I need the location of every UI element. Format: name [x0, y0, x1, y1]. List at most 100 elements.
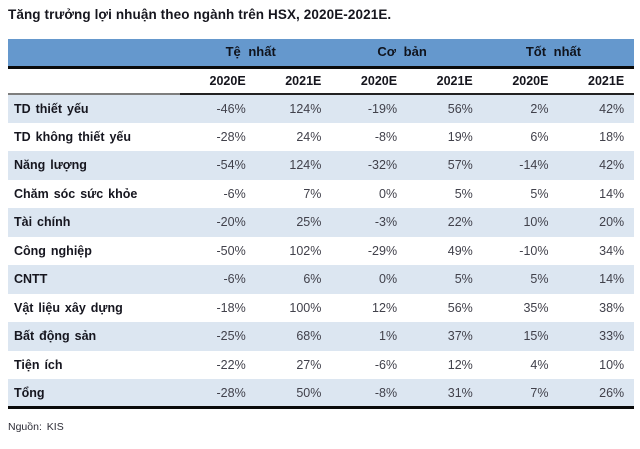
cell-value: 22%: [407, 208, 483, 237]
cell-value: 33%: [558, 322, 635, 351]
cell-value: 49%: [447, 243, 473, 258]
cell-value: -6%: [374, 357, 398, 372]
row-label: Công nghiệp: [14, 243, 92, 258]
cell-value: -28%: [180, 379, 256, 409]
group-header-worst: Tệ nhất: [180, 39, 332, 69]
cell-value: -50%: [216, 243, 246, 258]
report-figure: Tăng trưởng lợi nhuận theo ngành trên HS…: [8, 7, 635, 433]
cell-value: 5%: [530, 186, 549, 201]
table-row: Tiện ích -22% 27% -6% 12% 4% 10%: [8, 351, 634, 380]
cell-value: 100%: [289, 300, 322, 315]
cell-value: 37%: [407, 322, 483, 351]
corner-cell: [8, 39, 180, 69]
row-label: Tài chính: [8, 208, 180, 237]
row-label: Vật liệu xây dựng: [14, 300, 123, 315]
cell-value: 15%: [482, 322, 559, 351]
cell-value: -22%: [216, 357, 246, 372]
cell-value: -28%: [216, 129, 246, 144]
cell-value: 12%: [447, 357, 473, 372]
year-header: 2021E: [558, 67, 635, 95]
cell-value: 4%: [530, 357, 549, 372]
year-header-row: 2020E 2021E 2020E 2021E 2020E 2021E: [8, 67, 635, 95]
cell-value: 27%: [296, 357, 322, 372]
table-row: Vật liệu xây dựng -18% 100% 12% 56% 35% 38%: [8, 294, 634, 323]
cell-value: -46%: [180, 94, 256, 123]
cell-value: 68%: [255, 322, 332, 351]
cell-value: 10%: [599, 357, 625, 372]
year-header: 2020E: [331, 67, 408, 95]
table-row: Tổng -28% 50% -8% 31% 7% 26%: [8, 379, 635, 409]
cell-value: 102%: [289, 243, 322, 258]
table-row: Tài chính -20% 25% -3% 22% 10% 20%: [8, 208, 635, 237]
cell-value: 7%: [303, 186, 322, 201]
year-header: 2021E: [255, 67, 332, 95]
year-header: 2020E: [180, 67, 256, 95]
row-label: Tổng: [8, 379, 180, 409]
cell-value: 5%: [454, 186, 473, 201]
table-row: Chăm sóc sức khỏe -6% 7% 0% 5% 5% 14%: [8, 180, 634, 209]
table-row: Bất động sản -25% 68% 1% 37% 15% 33%: [8, 322, 635, 351]
cell-value: 38%: [599, 300, 625, 315]
group-header-label: Tốt nhất: [525, 44, 582, 60]
cell-value: 56%: [447, 300, 473, 315]
cell-value: 42%: [558, 151, 635, 180]
cell-value: -3%: [331, 208, 408, 237]
cell-value: -18%: [216, 300, 246, 315]
cell-value: 5%: [482, 265, 559, 294]
row-label: Tiện ích: [14, 357, 63, 372]
cell-value: -8%: [331, 379, 408, 409]
corner-cell: [8, 67, 180, 95]
scenario-group-row: Tệ nhất Cơ bản Tốt nhất: [8, 39, 635, 69]
page-title: Tăng trưởng lợi nhuận theo ngành trên HS…: [8, 7, 392, 22]
cell-value: 25%: [255, 208, 332, 237]
cell-value: 19%: [447, 129, 473, 144]
cell-value: 34%: [599, 243, 625, 258]
cell-value: 10%: [482, 208, 559, 237]
row-label: CNTT: [8, 265, 180, 294]
cell-value: 24%: [296, 129, 322, 144]
cell-value: -20%: [180, 208, 256, 237]
cell-value: 35%: [523, 300, 549, 315]
cell-value: -6%: [223, 186, 246, 201]
cell-value: 20%: [558, 208, 635, 237]
cell-value: -32%: [331, 151, 408, 180]
table-row: Năng lượng -54% 124% -32% 57% -14% 42%: [8, 151, 635, 180]
cell-value: -8%: [374, 129, 398, 144]
cell-value: 26%: [558, 379, 635, 409]
cell-value: 14%: [599, 186, 625, 201]
cell-value: 0%: [379, 186, 398, 201]
table-row: CNTT -6% 6% 0% 5% 5% 14%: [8, 265, 635, 294]
profit-growth-table: Tệ nhất Cơ bản Tốt nhất 2020E 2021E 2020…: [8, 39, 635, 409]
row-label: Năng lượng: [8, 151, 180, 180]
cell-value: -10%: [519, 243, 549, 258]
cell-value: 57%: [407, 151, 483, 180]
row-label: TD thiết yếu: [8, 94, 180, 123]
cell-value: 7%: [482, 379, 559, 409]
source-note: Nguồn: KIS: [8, 421, 64, 433]
group-header-label: Tệ nhất: [225, 44, 276, 60]
row-label: Bất động sản: [8, 322, 180, 351]
cell-value: 124%: [255, 94, 332, 123]
cell-value: 2%: [482, 94, 559, 123]
row-label: TD không thiết yếu: [14, 129, 131, 144]
cell-value: 6%: [255, 265, 332, 294]
cell-value: 42%: [558, 94, 635, 123]
cell-value: -29%: [367, 243, 398, 258]
cell-value: 56%: [407, 94, 483, 123]
cell-value: 50%: [255, 379, 332, 409]
cell-value: -19%: [331, 94, 408, 123]
cell-value: 124%: [255, 151, 332, 180]
cell-value: -54%: [180, 151, 256, 180]
cell-value: 5%: [407, 265, 483, 294]
table-row: TD thiết yếu -46% 124% -19% 56% 2% 42%: [8, 94, 635, 123]
year-header: 2020E: [482, 67, 559, 95]
table-row: TD không thiết yếu -28% 24% -8% 19% 6% 18%: [8, 123, 634, 152]
group-header-base: Cơ bản: [331, 39, 483, 69]
table-row: Công nghiệp -50% 102% -29% 49% -10% 34%: [8, 237, 634, 266]
cell-value: -25%: [180, 322, 256, 351]
cell-value: 31%: [407, 379, 483, 409]
cell-value: 6%: [530, 129, 549, 144]
cell-value: 12%: [372, 300, 398, 315]
row-label: Chăm sóc sức khỏe: [14, 186, 138, 201]
cell-value: 14%: [558, 265, 635, 294]
